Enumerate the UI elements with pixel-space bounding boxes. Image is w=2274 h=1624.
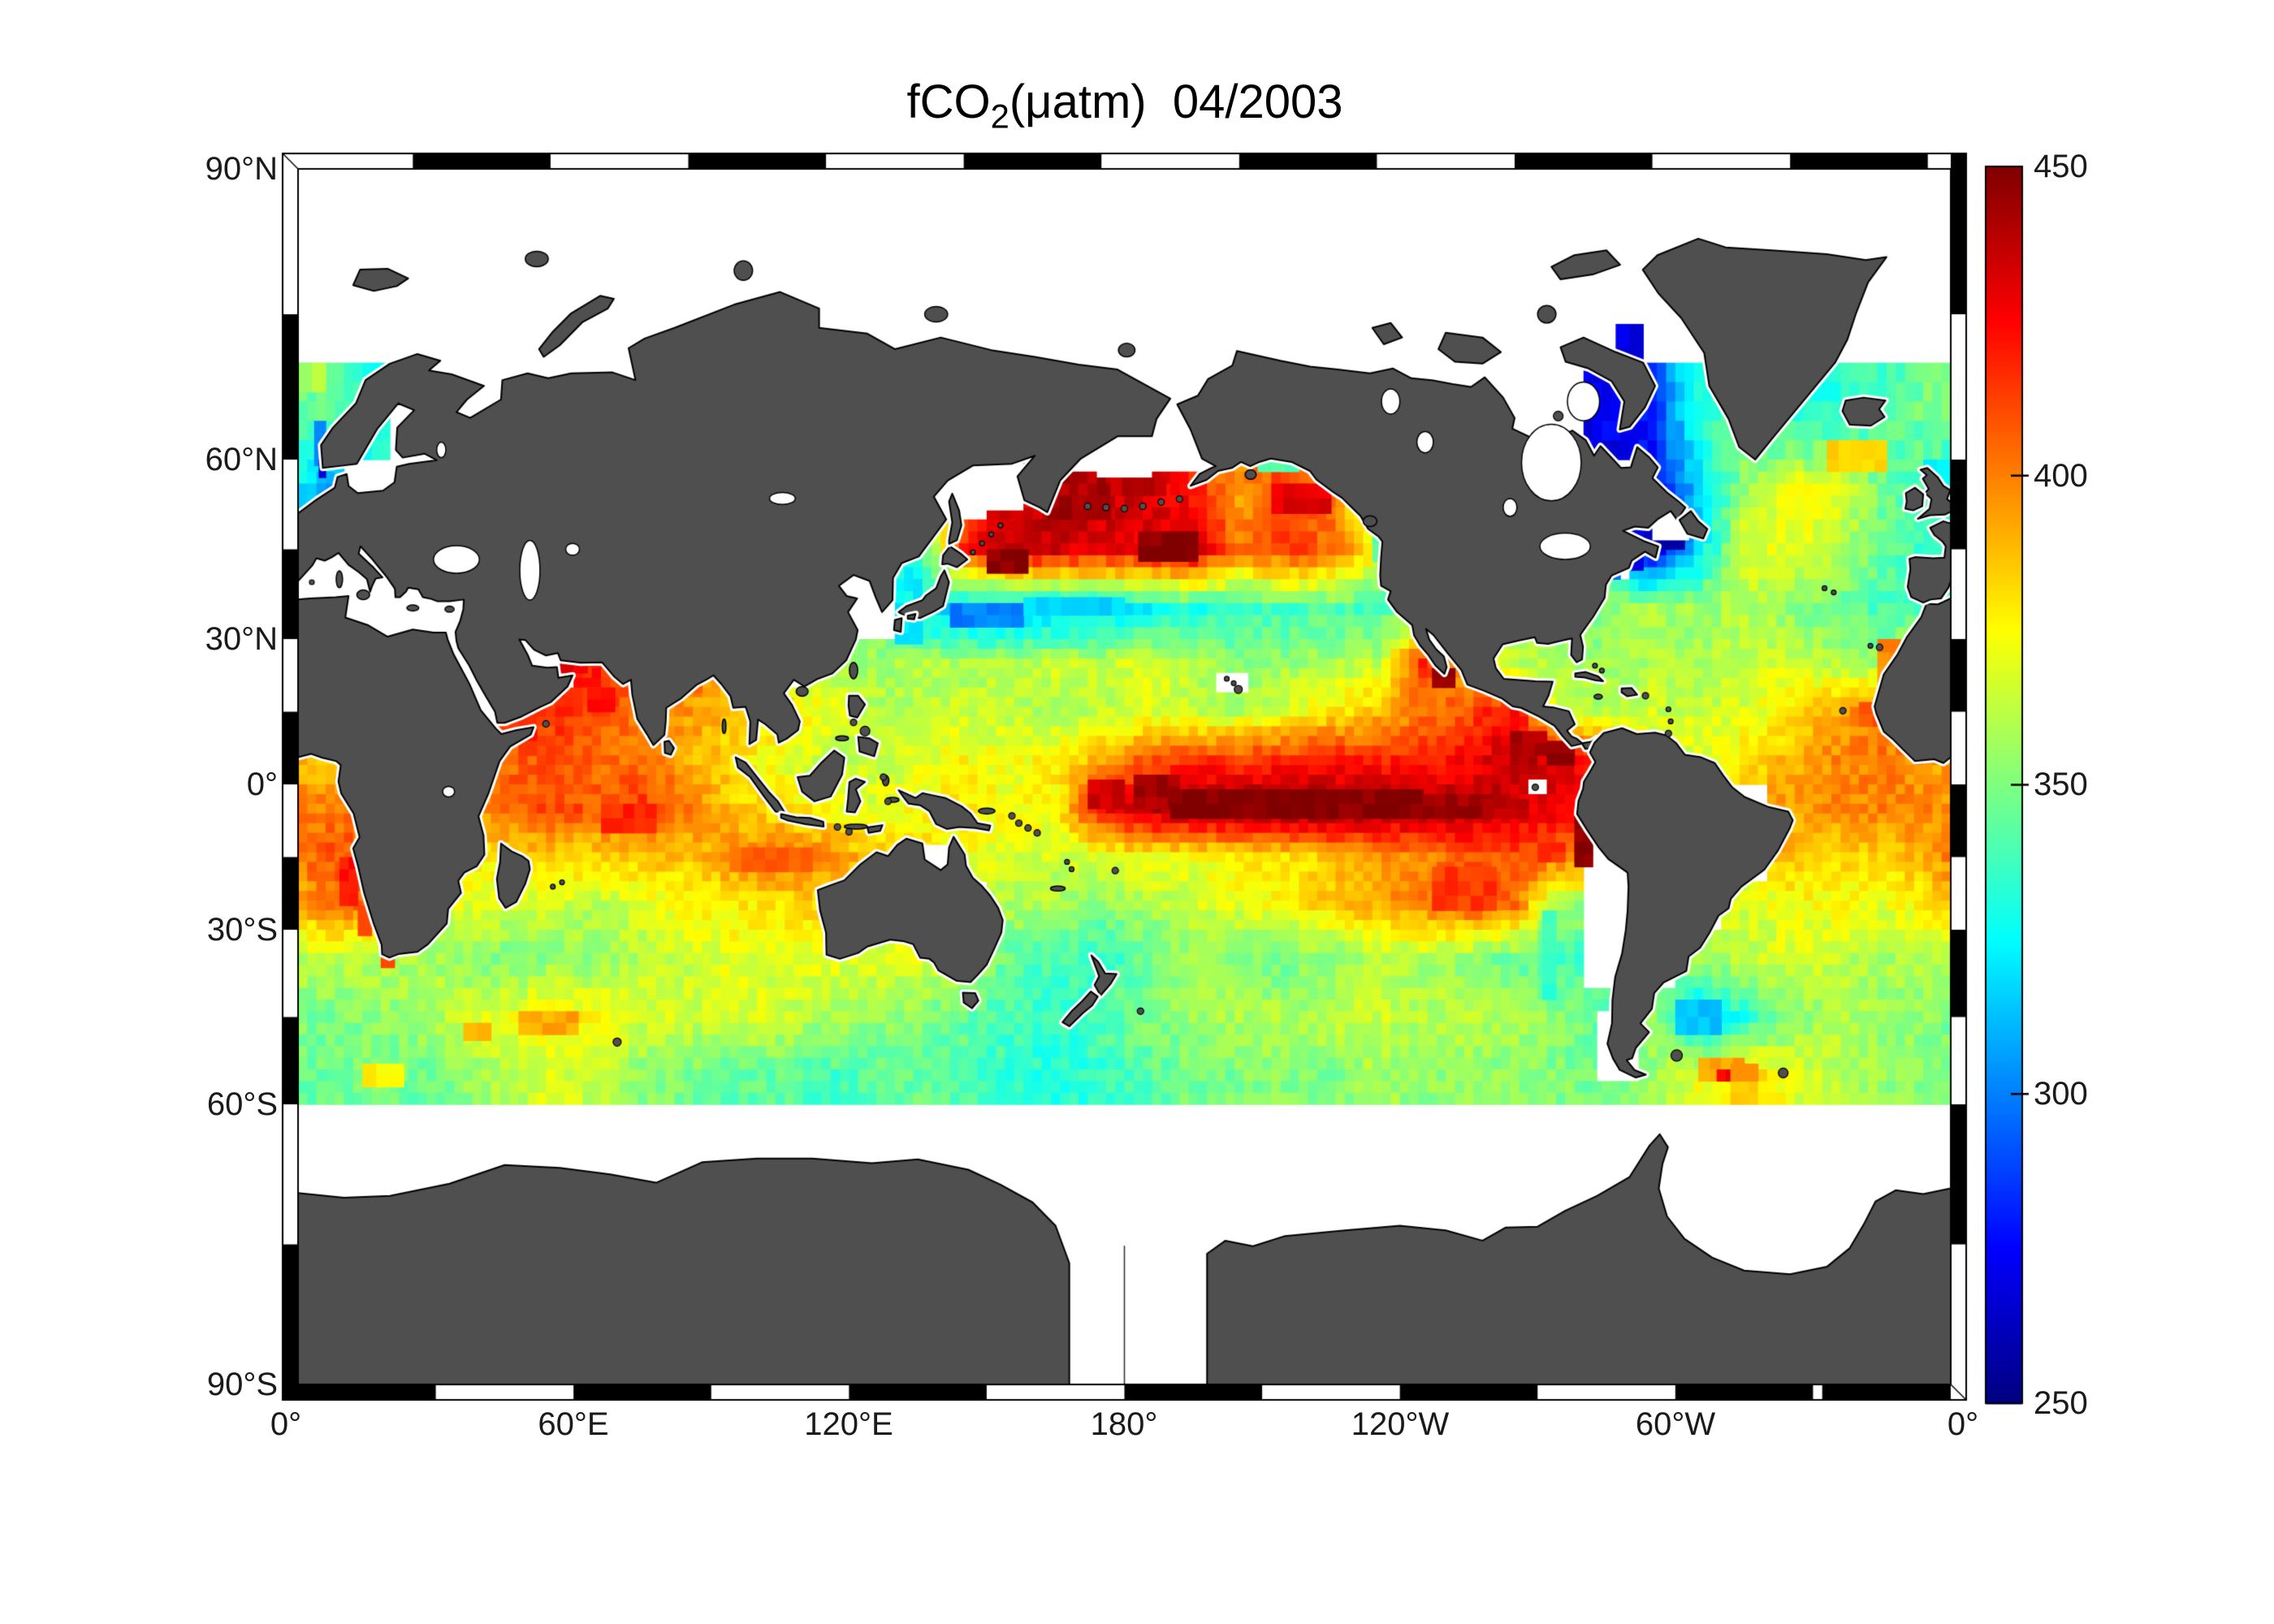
title-prefix: fCO bbox=[906, 76, 991, 128]
lon-axis-label-120w: 120°W bbox=[1351, 1406, 1450, 1442]
lat-axis-label-90n: 90°N bbox=[205, 151, 278, 187]
colorbar-label-450: 450 bbox=[2034, 149, 2088, 184]
colorbar-label-350: 350 bbox=[2034, 767, 2088, 802]
lat-axis-label-60n: 60°N bbox=[205, 442, 278, 477]
colorbar-label-300: 300 bbox=[2034, 1076, 2088, 1112]
figure-title: fCO2(μatm) 04/2003 bbox=[906, 75, 1343, 133]
title-suffix: (μatm) 04/2003 bbox=[1009, 76, 1343, 128]
lon-axis-label-0e: 0° bbox=[270, 1406, 302, 1442]
lon-axis-label-60w: 60°W bbox=[1635, 1406, 1716, 1442]
lat-axis-label-60s: 60°S bbox=[206, 1086, 278, 1122]
lon-axis-label-60e: 60°E bbox=[538, 1406, 609, 1442]
colorbar-label-400: 400 bbox=[2034, 458, 2088, 494]
lat-axis-label-30s: 30°S bbox=[206, 912, 278, 948]
lon-axis-label-0w: 0° bbox=[1947, 1406, 1979, 1442]
lon-axis-label-180: 180° bbox=[1090, 1406, 1158, 1442]
colorbar-label-250: 250 bbox=[2034, 1385, 2088, 1421]
lat-axis-label-0: 0° bbox=[246, 767, 278, 802]
lon-axis-label-120e: 120°E bbox=[804, 1406, 893, 1442]
lat-axis-label-90s: 90°S bbox=[206, 1367, 278, 1402]
title-subscript: 2 bbox=[990, 97, 1009, 136]
lat-axis-label-30n: 30°N bbox=[205, 621, 278, 657]
